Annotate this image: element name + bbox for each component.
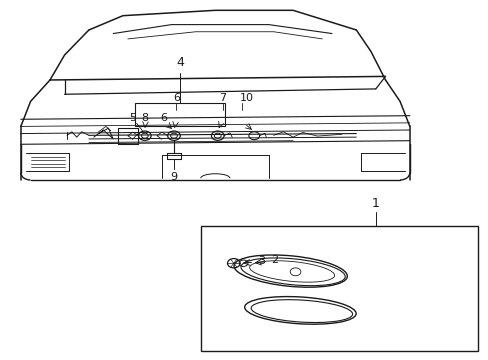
Text: 4: 4 xyxy=(176,56,183,69)
Text: 9: 9 xyxy=(170,172,177,182)
Text: 5: 5 xyxy=(129,113,136,123)
Text: 6: 6 xyxy=(160,113,166,123)
Text: 7: 7 xyxy=(219,93,226,103)
Text: 6: 6 xyxy=(173,93,180,103)
Text: 2: 2 xyxy=(271,255,278,265)
Bar xyxy=(201,226,477,351)
Text: 10: 10 xyxy=(239,93,253,103)
Text: 1: 1 xyxy=(371,197,379,210)
Text: 8: 8 xyxy=(142,113,148,123)
Text: 3: 3 xyxy=(258,256,264,266)
Bar xyxy=(135,103,224,126)
